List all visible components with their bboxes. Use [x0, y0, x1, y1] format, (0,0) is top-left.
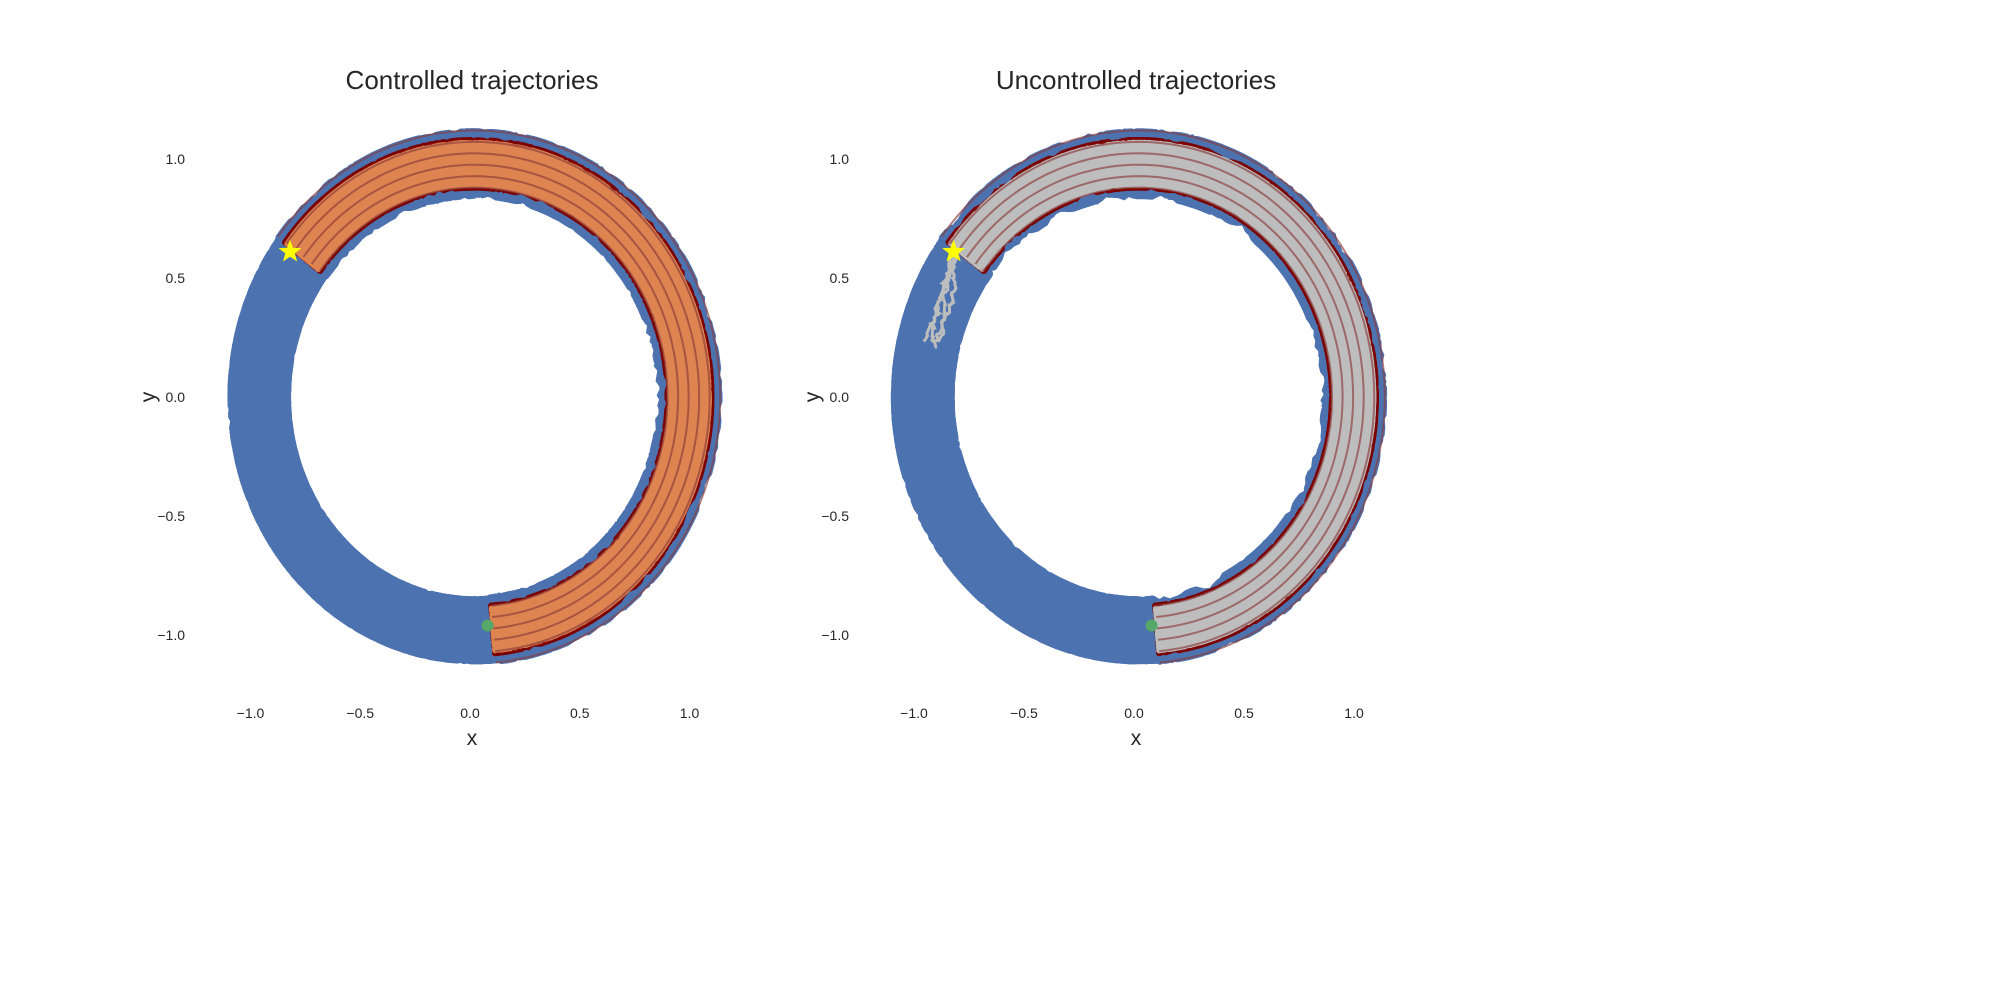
trajectory	[957, 148, 1377, 651]
y-tick-label: −1.0	[821, 627, 849, 643]
reference-curve	[277, 129, 722, 664]
reference-curve	[966, 163, 1355, 630]
explored-path	[232, 240, 501, 660]
reference-curve	[982, 186, 1334, 607]
x-tick-label: 1.0	[680, 705, 700, 721]
x-tick-label: 0.5	[570, 705, 590, 721]
start-marker-star	[942, 239, 965, 262]
reference-curve	[310, 175, 680, 618]
goal-marker	[1145, 619, 1158, 632]
x-tick-label: 0.5	[1234, 705, 1254, 721]
y-tick-label: 0.5	[166, 270, 186, 286]
x-tick-label: 0.0	[1124, 705, 1144, 721]
reference-curve	[974, 175, 1344, 618]
explored-path	[259, 258, 501, 663]
x-axis-label: x	[1131, 727, 1142, 750]
explored-path	[941, 268, 1162, 619]
y-tick-label: 0.0	[830, 389, 850, 405]
x-tick-label: −0.5	[346, 705, 374, 721]
explored-path	[899, 234, 1164, 649]
reference-curve	[940, 129, 1386, 664]
x-tick-label: 1.0	[1344, 705, 1364, 721]
goal-marker	[481, 619, 494, 632]
x-axis-label: x	[467, 727, 478, 750]
trajectory	[937, 251, 958, 343]
x-tick-label: −0.5	[1010, 705, 1038, 721]
reference-curve	[949, 140, 1376, 653]
y-tick-label: 0.0	[166, 389, 186, 405]
start-marker-star	[278, 239, 302, 262]
y-tick-label: −1.0	[157, 627, 185, 643]
y-tick-label: −0.5	[157, 508, 185, 524]
trajectory	[293, 152, 696, 644]
y-tick-label: 0.5	[830, 270, 850, 286]
x-tick-label: −1.0	[237, 705, 265, 721]
y-axis-label: y	[801, 391, 824, 402]
y-tick-label: 1.0	[830, 151, 850, 167]
explored-path	[891, 239, 1164, 646]
reference-curve	[294, 152, 701, 641]
chart-title: Uncontrolled trajectories	[996, 65, 1276, 95]
x-tick-label: 0.0	[460, 705, 480, 721]
reference-curve	[957, 152, 1365, 641]
reference-curve	[285, 140, 711, 653]
reference-curve	[302, 163, 690, 630]
panel-1: Controlled trajectories −1.0 −0.5 0.0 0.5 1.0…	[137, 65, 723, 750]
y-tick-label: −0.5	[821, 508, 849, 524]
panel-2: Uncontrolled trajectories −1.0 −0.5 0.0 0.5 1…	[801, 65, 1388, 750]
chart-title: Controlled trajectories	[346, 65, 599, 95]
y-axis-label: y	[137, 391, 160, 402]
trajectory	[930, 251, 956, 349]
trajectory	[922, 251, 958, 343]
x-tick-label: −1.0	[900, 705, 928, 721]
y-tick-label: 1.0	[166, 151, 186, 167]
reference-curve	[319, 186, 669, 607]
